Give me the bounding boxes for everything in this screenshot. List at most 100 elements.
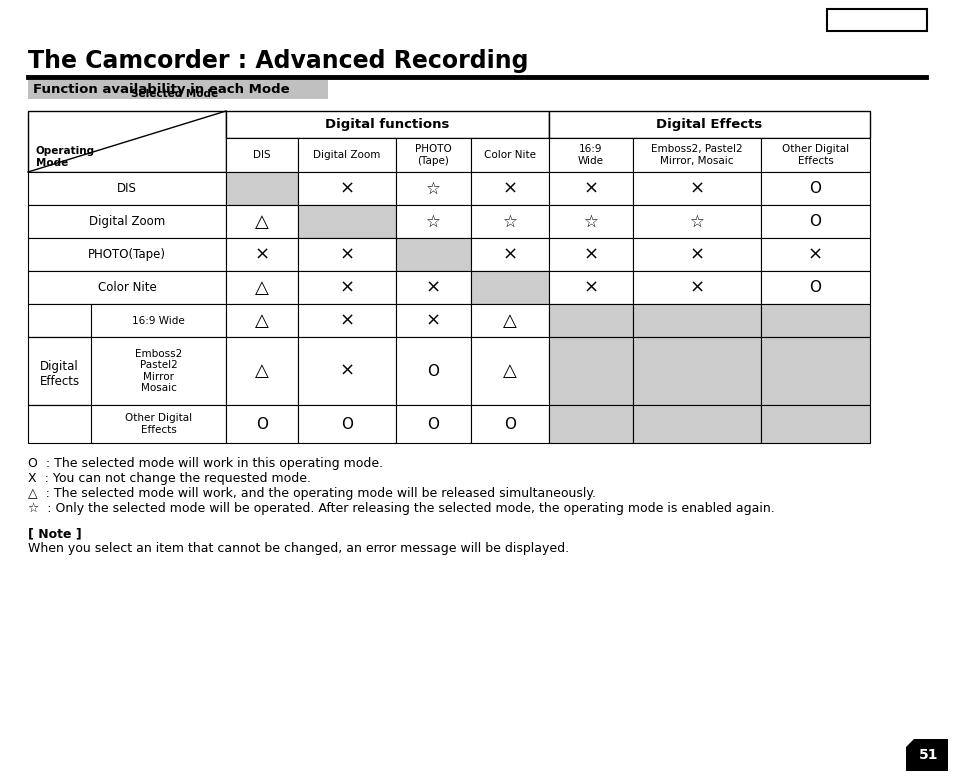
Text: ☆: ☆ [426, 179, 440, 198]
Text: ×: × [339, 179, 355, 198]
Bar [633, 172, 760, 205]
Bar [297, 138, 395, 172]
Bar [760, 337, 869, 405]
Bar [633, 138, 760, 172]
Bar [297, 205, 395, 238]
Text: Digital Zoom: Digital Zoom [313, 150, 380, 160]
Text: ×: × [425, 279, 440, 297]
Bar [226, 405, 297, 443]
Text: ×: × [583, 279, 598, 297]
Text: Color Nite: Color Nite [97, 281, 156, 294]
Text: ☆  : Only the selected mode will be operated. After releasing the selected mode,: ☆ : Only the selected mode will be opera… [28, 502, 774, 515]
Text: ENGLISH: ENGLISH [839, 12, 913, 27]
Text: △: △ [254, 362, 269, 380]
Text: Color Nite: Color Nite [483, 150, 536, 160]
Text: ☆: ☆ [689, 213, 703, 231]
Text: Emboss2, Pastel2
Mirror, Mosaic: Emboss2, Pastel2 Mirror, Mosaic [651, 144, 742, 166]
Text: ×: × [254, 245, 270, 263]
Text: 16:9
Wide: 16:9 Wide [578, 144, 603, 166]
Bar [226, 111, 548, 138]
Bar [633, 405, 760, 443]
Text: O: O [809, 214, 821, 229]
Bar [760, 304, 869, 337]
Bar [471, 304, 548, 337]
Bar [28, 205, 226, 238]
Text: ☆: ☆ [502, 213, 517, 231]
Bar [760, 238, 869, 271]
Bar [226, 172, 297, 205]
Bar [28, 111, 226, 172]
Polygon shape [905, 739, 947, 771]
Bar [28, 80, 328, 99]
Bar [548, 111, 869, 138]
Text: ×: × [689, 245, 704, 263]
Text: ×: × [502, 179, 517, 198]
Bar [297, 405, 395, 443]
Text: △: △ [254, 213, 269, 231]
Text: Selected Mode: Selected Mode [131, 89, 218, 99]
Text: O: O [809, 181, 821, 196]
Text: Digital
Effects: Digital Effects [39, 359, 79, 387]
Text: Other Digital
Effects: Other Digital Effects [125, 413, 192, 435]
Bar [28, 271, 226, 304]
Text: O: O [340, 417, 353, 432]
Text: ☆: ☆ [426, 213, 440, 231]
Bar [297, 238, 395, 271]
Text: Digital Effects: Digital Effects [656, 118, 761, 131]
Bar [395, 205, 471, 238]
Bar [471, 271, 548, 304]
Text: Other Digital
Effects: Other Digital Effects [781, 144, 848, 166]
Bar [548, 238, 633, 271]
Bar [226, 205, 297, 238]
Bar [395, 337, 471, 405]
Text: O: O [427, 364, 439, 379]
Text: △: △ [502, 312, 517, 330]
Bar [28, 405, 226, 443]
Bar [760, 205, 869, 238]
Text: ×: × [339, 312, 355, 330]
Text: △: △ [502, 362, 517, 380]
Bar [548, 304, 633, 337]
Bar [548, 271, 633, 304]
Text: Emboss2
Pastel2
Mirror
Mosaic: Emboss2 Pastel2 Mirror Mosaic [134, 348, 182, 393]
Bar [28, 238, 226, 271]
Bar [226, 238, 297, 271]
Text: △: △ [254, 279, 269, 297]
Text: O: O [255, 417, 268, 432]
Text: When you select an item that cannot be changed, an error message will be display: When you select an item that cannot be c… [28, 542, 569, 555]
Bar [548, 337, 633, 405]
Text: Digital Zoom: Digital Zoom [89, 215, 165, 228]
Bar [471, 337, 548, 405]
Bar [471, 138, 548, 172]
Bar [395, 138, 471, 172]
Bar [395, 271, 471, 304]
Bar [826, 9, 926, 31]
Bar [760, 271, 869, 304]
Bar [633, 304, 760, 337]
Bar [297, 337, 395, 405]
Bar [548, 138, 633, 172]
Bar [633, 205, 760, 238]
Bar [28, 172, 226, 205]
Text: The Camcorder : Advanced Recording: The Camcorder : Advanced Recording [28, 49, 528, 73]
Text: PHOTO
(Tape): PHOTO (Tape) [415, 144, 452, 166]
Text: ×: × [425, 312, 440, 330]
Bar [226, 337, 297, 405]
Bar [226, 138, 297, 172]
Text: ☆: ☆ [583, 213, 598, 231]
Text: ×: × [689, 279, 704, 297]
Bar [633, 271, 760, 304]
Bar [548, 172, 633, 205]
Text: [ Note ]: [ Note ] [28, 527, 82, 540]
Text: 16:9 Wide: 16:9 Wide [132, 315, 185, 326]
Bar [28, 304, 226, 337]
Text: DIS: DIS [117, 182, 137, 195]
Text: ×: × [583, 179, 598, 198]
Bar [471, 205, 548, 238]
Text: ×: × [339, 362, 355, 380]
Bar [297, 271, 395, 304]
Bar [395, 172, 471, 205]
Text: O: O [809, 280, 821, 295]
Text: ×: × [502, 245, 517, 263]
Bar [633, 337, 760, 405]
